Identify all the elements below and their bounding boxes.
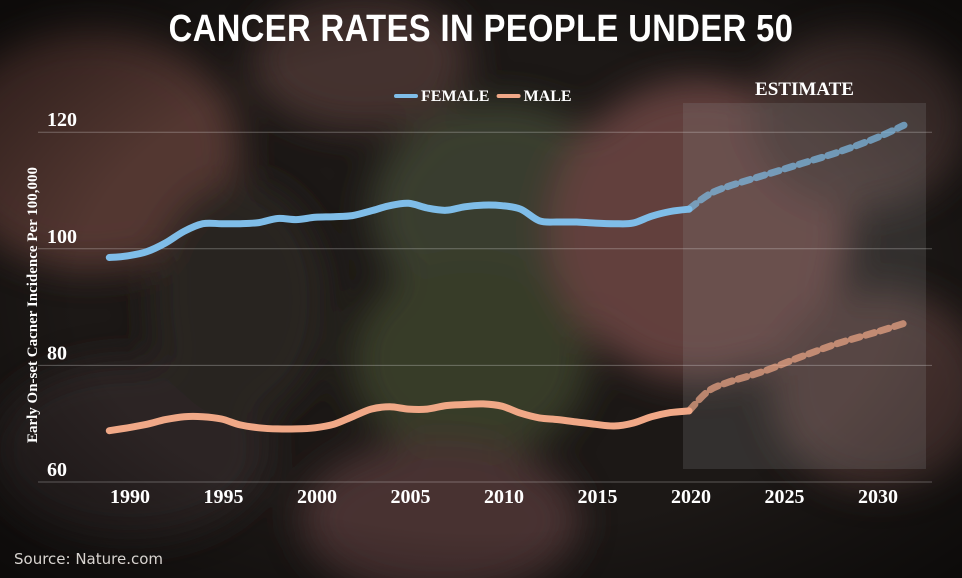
x-tick-label-1995: 1995 [204, 486, 244, 508]
male-actual-line [105, 400, 693, 435]
legend-label-male: MALE [524, 88, 572, 105]
x-tick-label-2025: 2025 [765, 486, 805, 508]
male-estimate-line [685, 319, 908, 415]
y-tick-label-60: 60 [47, 459, 67, 481]
chart-title: CANCER RATES IN PEOPLE UNDER 50 [168, 8, 794, 50]
y-axis-label: Early On-set Cacner Incidence Per 100,00… [25, 167, 41, 443]
x-tick-label-1990: 1990 [110, 486, 150, 508]
x-tick-label-2015: 2015 [578, 486, 618, 508]
y-tick-label-80: 80 [47, 342, 67, 364]
y-tick-label-120: 120 [47, 109, 77, 131]
x-tick-label-2000: 2000 [297, 486, 337, 508]
legend-label-female: FEMALE [421, 88, 489, 105]
y-tick-label-100: 100 [47, 226, 77, 248]
female-actual-line [105, 199, 693, 261]
x-tick-label-2005: 2005 [391, 486, 431, 508]
x-tick-label-2020: 2020 [671, 486, 711, 508]
estimate-label: ESTIMATE [755, 79, 854, 100]
female-estimate-line [685, 121, 908, 213]
estimate-shaded-region [683, 103, 926, 469]
x-tick-label-2010: 2010 [484, 486, 524, 508]
x-tick-label-2030: 2030 [858, 486, 898, 508]
source-note: Source: Nature.com [14, 550, 164, 568]
